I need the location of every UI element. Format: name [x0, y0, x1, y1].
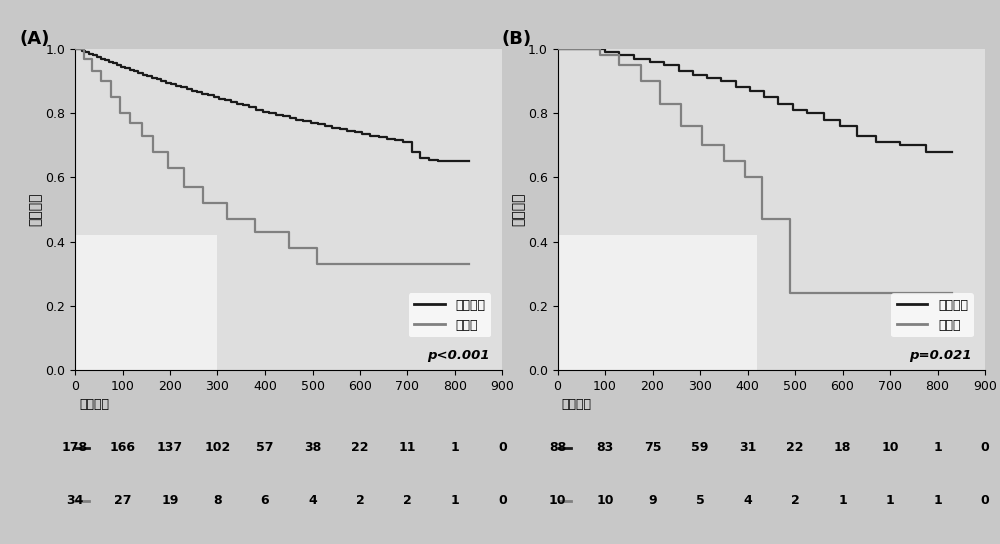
Text: 4: 4 [308, 494, 317, 508]
Text: 4: 4 [743, 494, 752, 508]
Text: 1: 1 [451, 441, 459, 454]
Text: p=0.021: p=0.021 [910, 349, 972, 362]
Y-axis label: 生存概率: 生存概率 [28, 193, 42, 226]
Text: 1: 1 [933, 494, 942, 508]
Text: 75: 75 [644, 441, 661, 454]
Legend: 非脾肿大, 脾肿大: 非脾肿大, 脾肿大 [891, 293, 974, 337]
Text: 6: 6 [261, 494, 269, 508]
Text: (A): (A) [19, 30, 50, 48]
Text: 11: 11 [399, 441, 416, 454]
Text: 166: 166 [110, 441, 136, 454]
Text: 0: 0 [498, 441, 507, 454]
Text: 59: 59 [691, 441, 709, 454]
Text: 10: 10 [881, 441, 899, 454]
Text: (B): (B) [502, 30, 532, 48]
Text: 83: 83 [596, 441, 614, 454]
Legend: 非脾肿大, 脾肿大: 非脾肿大, 脾肿大 [409, 293, 491, 337]
Text: 1: 1 [933, 441, 942, 454]
Text: 22: 22 [786, 441, 804, 454]
Text: 5: 5 [696, 494, 704, 508]
Text: 0: 0 [498, 494, 507, 508]
Text: 2: 2 [403, 494, 412, 508]
Text: 31: 31 [739, 441, 756, 454]
Text: 10: 10 [549, 494, 566, 508]
Y-axis label: 生存概率: 生存概率 [511, 193, 525, 226]
Text: 34: 34 [66, 494, 84, 508]
Text: 2: 2 [791, 494, 799, 508]
Text: 57: 57 [256, 441, 274, 454]
Text: 2: 2 [356, 494, 364, 508]
Text: 0: 0 [981, 494, 989, 508]
Text: 1: 1 [838, 494, 847, 508]
Text: 38: 38 [304, 441, 321, 454]
Text: 风险人数: 风险人数 [79, 398, 109, 411]
Text: 19: 19 [161, 494, 179, 508]
Text: 18: 18 [834, 441, 851, 454]
Text: 9: 9 [648, 494, 657, 508]
Text: 8: 8 [213, 494, 222, 508]
Text: 27: 27 [114, 494, 131, 508]
Text: 0: 0 [981, 441, 989, 454]
Text: 137: 137 [157, 441, 183, 454]
Bar [558, 235, 757, 370]
Bar [75, 235, 217, 370]
Text: 风险人数: 风险人数 [562, 398, 592, 411]
Text: 10: 10 [596, 494, 614, 508]
Text: 88: 88 [549, 441, 566, 454]
Text: 22: 22 [351, 441, 369, 454]
Text: 102: 102 [204, 441, 231, 454]
Text: p<0.001: p<0.001 [427, 349, 490, 362]
Text: 178: 178 [62, 441, 88, 454]
Text: 1: 1 [451, 494, 459, 508]
Text: 1: 1 [886, 494, 894, 508]
